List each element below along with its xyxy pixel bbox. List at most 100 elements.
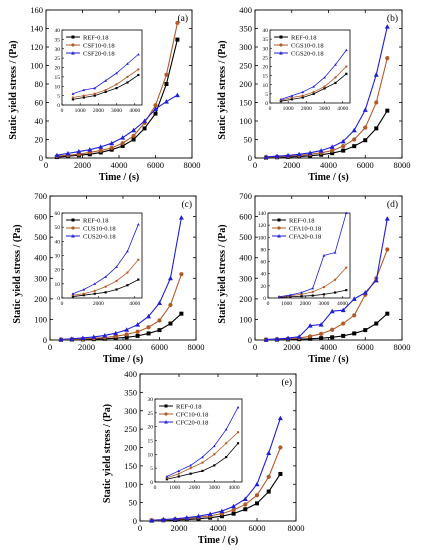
inset-y-tick-label: 50: [55, 225, 61, 231]
x-tick-label: 8000: [184, 160, 201, 170]
data-point: [385, 56, 390, 61]
y-tick-label: 300: [239, 42, 252, 52]
inset-data-point: [165, 478, 168, 481]
inset-data-point: [201, 455, 204, 459]
data-point: [330, 148, 335, 153]
x-tick-label: 8000: [288, 523, 305, 533]
inset-x-tick-label: 1000: [283, 106, 294, 112]
data-point: [362, 107, 368, 112]
inset-y-tick-label: 5: [57, 94, 60, 100]
data-point: [373, 277, 379, 283]
inset-y-tick-label: 15: [55, 75, 61, 81]
y-tick-label: 500: [239, 232, 252, 242]
data-point: [207, 511, 213, 517]
y-tick-label: 250: [239, 61, 252, 71]
y-tick-label: 0: [248, 153, 252, 163]
inset-y-tick-label: 140: [258, 211, 267, 217]
inset-chart: 0 1000 2000 3000 4000 0 5 10 15 20 25 30 35 40 REF-0.1…: [263, 28, 351, 112]
data-point: [255, 501, 259, 506]
inset-x-tick-label: 1000: [281, 301, 292, 307]
inset-x-tick-label: 2000: [93, 108, 104, 114]
legend-marker: [71, 234, 75, 238]
legend-marker: [71, 218, 75, 222]
y-tick-label: 500: [34, 232, 47, 242]
inset-x-tick-label: 4000: [129, 301, 140, 307]
inset-data-point: [104, 291, 107, 294]
legend-label: CUS10-0.18: [83, 226, 116, 233]
inset-data-point: [82, 292, 85, 295]
data-point: [254, 493, 260, 498]
data-point: [285, 335, 291, 341]
inset-data-point: [71, 92, 75, 95]
y-tick-label: 100: [124, 479, 137, 489]
inset-data-point: [277, 295, 281, 298]
x-tick-label: 4000: [320, 342, 337, 352]
y-tick-label: 250: [124, 424, 137, 434]
data-point: [120, 141, 125, 146]
data-point: [160, 517, 166, 522]
x-tick-label: 0: [253, 160, 257, 170]
data-point: [384, 24, 390, 29]
data-point: [341, 144, 346, 149]
data-point: [157, 300, 162, 305]
y-tick-label: 100: [239, 314, 252, 324]
y-tick-label: 60: [35, 98, 44, 108]
data-point: [374, 126, 379, 131]
x-tick-label: 6000: [357, 342, 374, 352]
data-point: [179, 272, 184, 277]
inset-data-point: [323, 87, 326, 90]
y-axis-title: Static yield stress / (Pa): [8, 40, 19, 139]
inset-y-tick-label: 0: [57, 103, 60, 109]
inset-data-point: [333, 278, 337, 281]
data-point: [329, 308, 335, 314]
inset-x-tick-label: 3000: [209, 485, 220, 491]
inset-x-tick-label: 3000: [319, 106, 330, 112]
y-tick-label: 200: [124, 443, 137, 453]
data-point: [146, 313, 152, 319]
x-axis-title: Time / (s): [308, 354, 348, 365]
legend-label: REF-0.18: [83, 218, 108, 225]
data-point: [120, 135, 126, 140]
data-point: [168, 302, 173, 308]
inset-data-point: [311, 286, 315, 290]
x-tick-label: 0: [44, 160, 48, 170]
inset-data-point: [93, 94, 96, 97]
data-point: [142, 118, 148, 123]
inset-data-point: [126, 249, 129, 253]
legend-marker: [279, 35, 283, 39]
inset-data-point: [213, 464, 216, 467]
inset-data-point: [115, 288, 118, 291]
inset-frame: [269, 29, 351, 104]
y-tick-label: 160: [30, 5, 43, 15]
inset-data-point: [301, 90, 305, 94]
inset-y-tick-label: 10: [55, 282, 61, 288]
data-point: [65, 150, 71, 156]
inset-data-point: [93, 92, 96, 95]
inset-data-point: [213, 453, 216, 456]
x-tick-label: 4000: [111, 160, 128, 170]
y-tick-label: 300: [34, 273, 47, 283]
inset-data-point: [93, 289, 96, 293]
inset-data-point: [300, 291, 303, 294]
y-tick-label: 100: [34, 314, 47, 324]
data-point: [98, 144, 104, 149]
data-point: [329, 144, 335, 149]
inset-y-tick-label: 30: [263, 46, 269, 52]
inset-data-point: [82, 294, 85, 297]
inset-data-point: [137, 73, 140, 77]
data-point: [167, 275, 173, 281]
legend-marker: [71, 51, 75, 55]
legend-marker: [277, 226, 281, 230]
legend-label: CGS10-0.18: [291, 43, 324, 50]
data-point: [124, 335, 129, 340]
inset-chart: 0 2000 4000 0 10 20 30 40 50 60 REF-0.18CUS10-0.18…: [55, 211, 143, 307]
inset-frame: [61, 212, 143, 299]
inset-data-point: [334, 76, 337, 79]
inset-y-tick-label: 120: [258, 223, 267, 229]
data-point: [153, 103, 158, 108]
inset-data-point: [82, 288, 86, 291]
legend-marker: [164, 420, 168, 424]
inset-y-tick-label: 25: [148, 411, 154, 417]
data-point: [157, 318, 162, 323]
data-point: [175, 37, 180, 42]
